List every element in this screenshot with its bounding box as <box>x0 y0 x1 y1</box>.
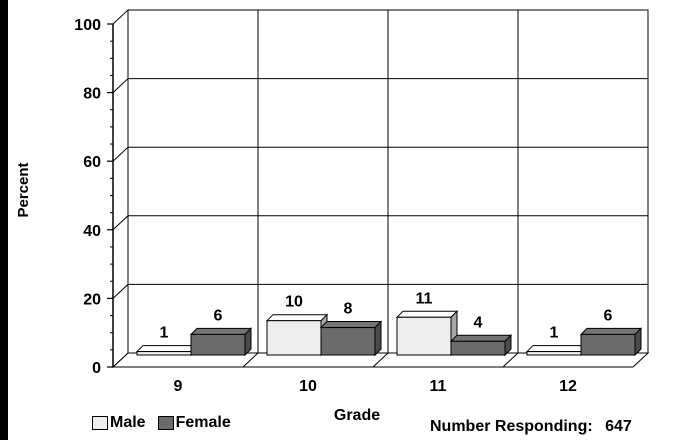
number-responding: Number Responding: 647 <box>430 418 632 436</box>
y-tick-label: 100 <box>74 17 101 34</box>
bar-female <box>580 333 636 356</box>
y-tick-label: 60 <box>83 154 101 171</box>
gridline-side <box>112 215 129 231</box>
floor-divider <box>242 352 259 368</box>
data-label: 4 <box>474 314 483 331</box>
left-border-bar <box>0 0 8 440</box>
bar-top-female <box>189 327 253 335</box>
bar-male <box>526 351 582 356</box>
legend: Male Female <box>92 414 237 432</box>
data-label: 6 <box>214 307 223 324</box>
number-responding-value: 647 <box>605 418 632 435</box>
floor-divider <box>372 352 389 368</box>
bar-side-female <box>374 320 382 357</box>
legend-swatch-female <box>157 416 174 430</box>
bar-top-female <box>319 321 383 329</box>
gridline-side <box>112 284 129 299</box>
floor-divider <box>502 352 519 368</box>
y-tick-label: 40 <box>83 223 101 240</box>
data-label: 8 <box>344 301 353 318</box>
y-tick-label: 0 <box>92 360 101 377</box>
bar-female <box>450 340 506 356</box>
bar-female <box>190 333 246 356</box>
legend-label-female: Female <box>175 414 231 431</box>
bar-top-male <box>265 314 329 322</box>
bar-top-male <box>525 345 589 353</box>
bar-top-female <box>579 327 643 335</box>
legend-item-male: Male <box>92 414 146 432</box>
data-label: 1 <box>550 325 559 342</box>
data-label: 1 <box>160 325 169 342</box>
number-responding-label: Number Responding: <box>430 418 593 435</box>
data-label: 11 <box>416 290 433 307</box>
y-tick-label: 80 <box>83 86 101 103</box>
bar-top-female <box>449 334 513 342</box>
y-tick-label: 20 <box>83 291 101 308</box>
bar-female <box>320 327 376 356</box>
legend-swatch-male <box>92 416 108 430</box>
legend-item-female: Female <box>157 414 231 432</box>
side-wall <box>112 8 129 369</box>
x-tick-label: 11 <box>430 378 447 395</box>
bar-male <box>266 320 322 356</box>
data-label: 10 <box>285 294 303 311</box>
x-tick-label: 10 <box>299 378 317 395</box>
x-tick-label: 9 <box>174 378 183 395</box>
gridline-side <box>112 78 129 93</box>
bar-male <box>136 351 192 356</box>
legend-label-male: Male <box>110 414 146 431</box>
bar-male <box>396 316 452 356</box>
x-tick-label: 12 <box>559 378 577 395</box>
data-label: 6 <box>604 307 613 324</box>
y-axis-title: Percent <box>15 162 32 217</box>
bar-top-male <box>135 345 199 353</box>
bar-top-male <box>395 310 459 318</box>
x-axis-title: Grade <box>334 407 380 424</box>
gridline-side <box>112 146 129 162</box>
